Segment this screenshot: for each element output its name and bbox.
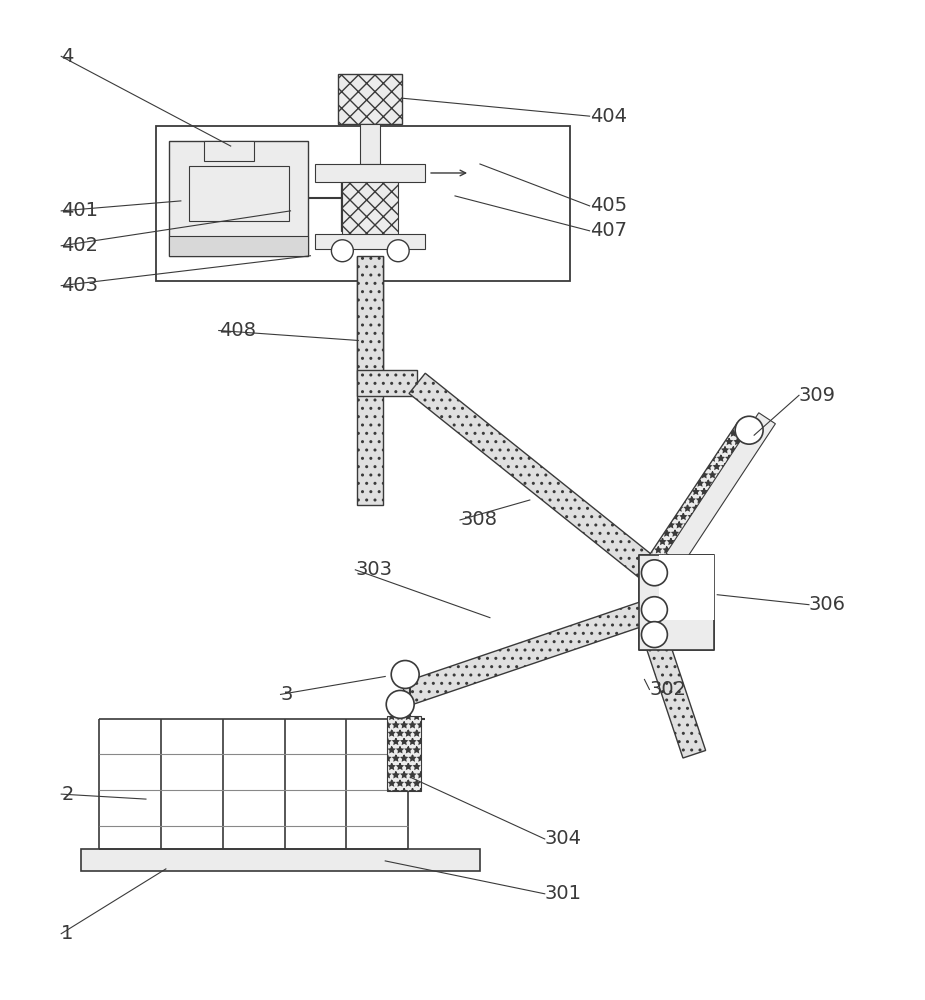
Circle shape	[641, 622, 667, 648]
Circle shape	[388, 240, 409, 262]
Text: 405: 405	[589, 196, 627, 215]
Text: 306: 306	[809, 595, 846, 614]
Bar	[169, 236, 308, 256]
Text: 401: 401	[61, 201, 98, 220]
Bar	[169, 141, 308, 256]
Circle shape	[387, 690, 414, 718]
Text: 404: 404	[589, 107, 626, 126]
Text: 3: 3	[280, 685, 293, 704]
Text: 301: 301	[545, 884, 582, 903]
Text: 402: 402	[61, 236, 98, 255]
Circle shape	[735, 416, 763, 444]
Polygon shape	[409, 373, 656, 578]
Text: 2: 2	[61, 785, 74, 804]
Bar	[204, 141, 253, 161]
Text: 1: 1	[61, 924, 74, 943]
Bar	[361, 124, 380, 164]
Bar	[660, 555, 714, 620]
Bar	[357, 256, 383, 505]
Polygon shape	[643, 422, 760, 581]
Text: 4: 4	[61, 47, 74, 66]
Text: 403: 403	[61, 276, 98, 295]
Text: 309: 309	[799, 386, 836, 405]
Text: 304: 304	[545, 829, 582, 848]
Bar	[81, 849, 480, 871]
Bar	[315, 234, 426, 249]
Circle shape	[391, 661, 419, 688]
Text: 303: 303	[355, 560, 392, 579]
Polygon shape	[643, 631, 706, 758]
Circle shape	[641, 597, 667, 623]
Text: 407: 407	[589, 221, 626, 240]
Bar	[639, 555, 714, 650]
Bar	[342, 182, 398, 237]
Bar	[189, 166, 289, 221]
Bar	[388, 716, 421, 791]
Text: 308: 308	[460, 510, 497, 529]
Bar	[339, 74, 402, 124]
Text: 408: 408	[218, 321, 255, 340]
Bar	[156, 126, 570, 281]
Text: 302: 302	[649, 680, 686, 699]
Polygon shape	[401, 598, 659, 706]
Bar	[315, 164, 426, 182]
Bar	[357, 370, 417, 396]
Circle shape	[331, 240, 353, 262]
Polygon shape	[666, 413, 775, 564]
Bar	[341, 176, 379, 231]
Circle shape	[641, 560, 667, 586]
